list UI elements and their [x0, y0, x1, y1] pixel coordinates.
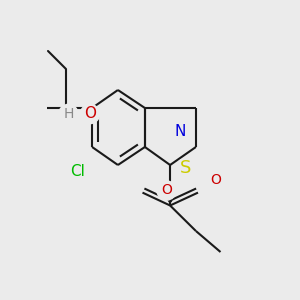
Text: O: O	[211, 173, 221, 187]
Circle shape	[206, 170, 226, 190]
Text: H: H	[63, 107, 74, 121]
Circle shape	[157, 181, 176, 200]
Circle shape	[68, 161, 88, 181]
Text: O: O	[161, 184, 172, 197]
Circle shape	[80, 104, 100, 124]
Circle shape	[176, 158, 196, 178]
Text: Cl: Cl	[70, 164, 86, 178]
Text: S: S	[180, 159, 192, 177]
Circle shape	[170, 122, 190, 142]
Text: N: N	[174, 124, 186, 140]
Text: O: O	[84, 106, 96, 122]
Circle shape	[59, 104, 78, 124]
